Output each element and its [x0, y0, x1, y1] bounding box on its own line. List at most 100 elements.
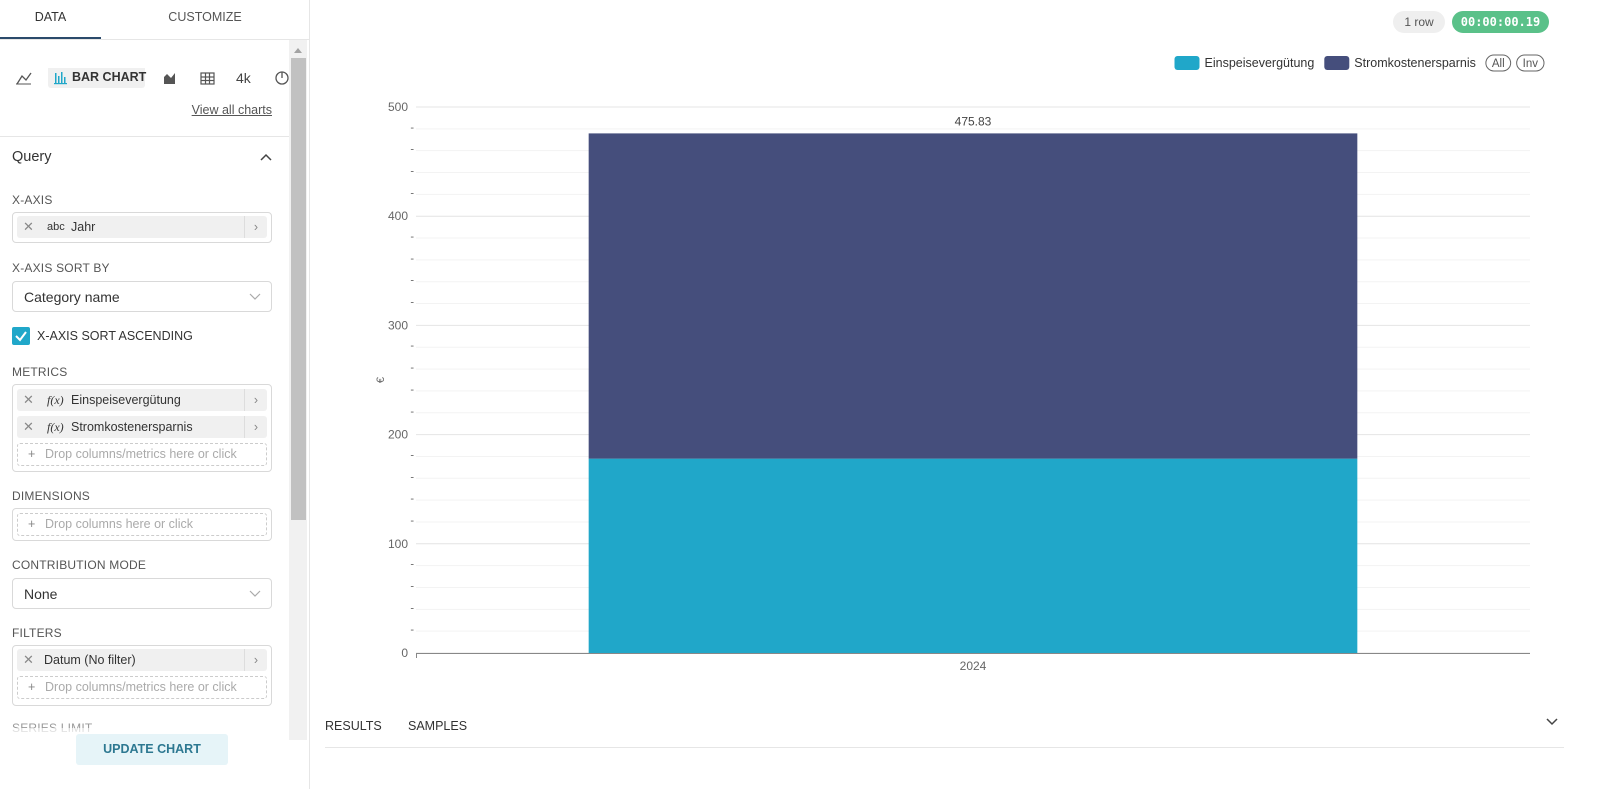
- line-icon[interactable]: [16, 72, 32, 85]
- legend: Einspeisevergütung Stromkostenersparnis Al…: [1174, 54, 1545, 72]
- y-tick-label: 0: [401, 646, 408, 660]
- legend-label[interactable]: Einspeisevergütung: [1205, 56, 1315, 70]
- y-axis-label: €: [375, 377, 387, 383]
- total-label: 475.83: [955, 114, 992, 128]
- y-minor-tick-label: -: [410, 384, 414, 396]
- y-minor-tick-label: -: [410, 122, 414, 134]
- y-tick-label: 500: [388, 100, 408, 114]
- placeholder: Drop columns here or click: [45, 517, 193, 531]
- chip-text: Stromkostenersparnis: [71, 420, 193, 434]
- y-minor-tick-label: -: [410, 602, 414, 614]
- link[interactable]: View all charts: [191, 103, 272, 117]
- y-minor-tick-label: -: [410, 624, 414, 636]
- chip[interactable]: ✕ abc Jahr ›: [17, 216, 267, 238]
- field-label: X-AXIS SORT BY: [12, 261, 110, 275]
- viz-option[interactable]: 4k: [236, 70, 251, 86]
- metric-badge: f(x): [47, 393, 64, 407]
- active-viz-bg[interactable]: [48, 68, 145, 88]
- tab[interactable]: DATA: [34, 10, 67, 24]
- y-minor-tick-label: -: [410, 362, 414, 374]
- chip-text: Jahr: [71, 220, 96, 234]
- y-minor-tick-label: -: [410, 231, 414, 243]
- timer: 00:00:00.19: [1452, 11, 1549, 33]
- chip[interactable]: ✕ f(x) Einspeisevergütung ›: [17, 389, 267, 411]
- field-label: X-AXIS: [12, 193, 53, 207]
- legend-swatch: [1324, 56, 1350, 70]
- area-icon[interactable]: [164, 73, 175, 84]
- y-minor-tick-label: -: [410, 580, 414, 592]
- y-minor-tick-label: -: [410, 187, 414, 199]
- chip-text: Datum (No filter): [44, 653, 136, 667]
- x-tick-label: 2024: [960, 659, 987, 673]
- select-arrow: [249, 293, 261, 300]
- y-minor-tick-label: -: [410, 515, 414, 527]
- select[interactable]: Category name: [12, 281, 272, 312]
- bar-segment: [588, 133, 1358, 459]
- y-minor-tick-label: -: [410, 297, 414, 309]
- y-minor-tick-label: -: [410, 471, 414, 483]
- chart: --------------------0100200300400500€475…: [375, 54, 1545, 673]
- tab-underline: [0, 37, 101, 39]
- section-title[interactable]: Query: [12, 149, 52, 165]
- legend-button[interactable]: [1516, 54, 1545, 72]
- chip[interactable]: ✕ f(x) Stromkostenersparnis ›: [17, 416, 267, 438]
- update-button[interactable]: UPDATE CHART: [76, 734, 228, 765]
- active-viz[interactable]: BAR CHART: [72, 70, 147, 84]
- y-minor-tick-label: -: [410, 449, 414, 461]
- y-tick-label: 100: [388, 537, 408, 551]
- y-minor-tick-label: -: [410, 166, 414, 178]
- tab-divider: [0, 39, 309, 40]
- checkbox-label[interactable]: X-AXIS SORT ASCENDING: [37, 329, 193, 343]
- metric-badge: f(x): [47, 420, 64, 434]
- tab[interactable]: CUSTOMIZE: [168, 10, 242, 24]
- y-tick-label: 300: [388, 318, 408, 332]
- viz-icons: [16, 68, 289, 88]
- legend-button-label: All: [1492, 58, 1505, 70]
- y-tick-label: 200: [388, 428, 408, 442]
- scroll-arrow[interactable]: [292, 45, 304, 55]
- field-label: CONTRIBUTION MODE: [12, 558, 147, 572]
- placeholder: Drop columns/metrics here or click: [45, 447, 237, 461]
- legend-swatch: [1174, 56, 1200, 70]
- select-arrow: [249, 590, 261, 597]
- select-value: None: [24, 586, 58, 602]
- tab[interactable]: RESULTS: [325, 719, 382, 733]
- checkbox[interactable]: [12, 327, 30, 345]
- collapse-icon[interactable]: [259, 152, 273, 162]
- chip[interactable]: ✕ Datum (No filter) ›: [17, 649, 267, 671]
- placeholder: Drop columns/metrics here or click: [45, 680, 237, 694]
- y-minor-tick-label: -: [410, 253, 414, 265]
- select[interactable]: None: [12, 578, 272, 609]
- row-count: 1 row: [1393, 11, 1445, 33]
- bar-icon: [54, 72, 67, 85]
- expand-icon[interactable]: [1545, 717, 1559, 727]
- scroll-thumb[interactable]: [291, 58, 306, 520]
- drop-zone[interactable]: + Drop columns/metrics here or click: [17, 676, 267, 699]
- divider: [0, 136, 289, 137]
- y-minor-tick-label: -: [410, 144, 414, 156]
- legend-button[interactable]: [1485, 54, 1512, 72]
- select-value: Category name: [24, 289, 120, 305]
- y-minor-tick-label: -: [410, 493, 414, 505]
- y-minor-tick-label: -: [410, 275, 414, 287]
- table-icon[interactable]: [200, 72, 215, 85]
- tab[interactable]: SAMPLES: [408, 719, 468, 733]
- field-label: FILTERS: [12, 626, 62, 640]
- legend-label[interactable]: Stromkostenersparnis: [1354, 56, 1476, 70]
- y-minor-tick-label: -: [410, 406, 414, 418]
- drop-zone[interactable]: + Drop columns here or click: [17, 513, 267, 536]
- y-tick-label: 400: [388, 209, 408, 223]
- line-icon: [16, 83, 31, 85]
- sidebar: DATA CUSTOMIZE BAR CHART 4k View all cha…: [0, 0, 310, 789]
- y-minor-tick-label: -: [410, 340, 414, 352]
- divider: [325, 747, 1564, 748]
- chip-text: Einspeisevergütung: [71, 393, 181, 407]
- field-label: METRICS: [12, 365, 68, 379]
- y-minor-tick-label: -: [410, 559, 414, 571]
- field-label: DIMENSIONS: [12, 489, 91, 503]
- type-badge: abc: [47, 221, 65, 233]
- legend-button-label: Inv: [1523, 58, 1539, 70]
- drop-zone[interactable]: + Drop columns/metrics here or click: [17, 443, 267, 466]
- bar-segment: [588, 458, 1358, 653]
